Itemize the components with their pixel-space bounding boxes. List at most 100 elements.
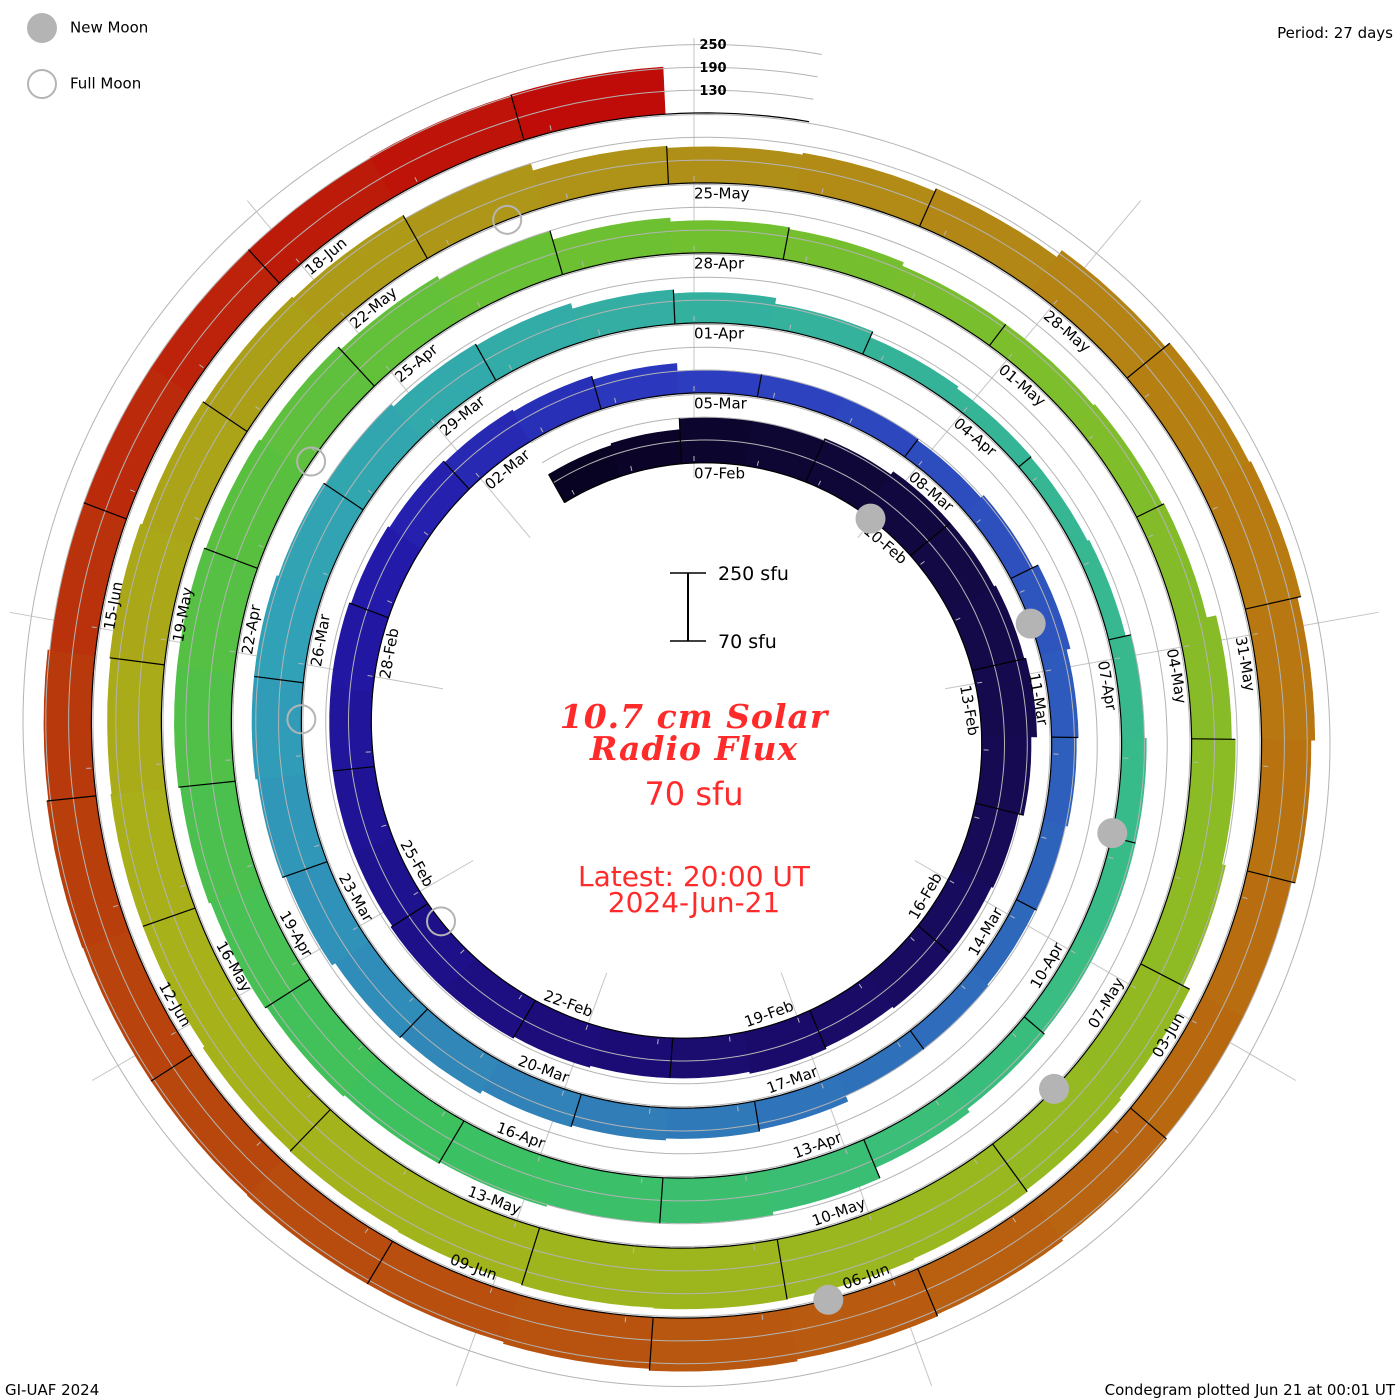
scale-bar: 250 sfu 70 sfu xyxy=(670,563,789,653)
day-tick xyxy=(565,193,568,199)
bar-separator xyxy=(669,1037,674,1078)
flux-bar xyxy=(669,1031,750,1079)
day-tick xyxy=(1053,300,1058,305)
bar-separator xyxy=(390,903,429,928)
day-tick xyxy=(624,1317,627,1323)
bar-separator xyxy=(992,1143,1028,1192)
day-tick xyxy=(797,1017,800,1023)
day-tick xyxy=(513,1222,517,1228)
bar-separator xyxy=(1191,738,1236,740)
bar-separator xyxy=(1126,342,1171,379)
day-tick xyxy=(1041,836,1047,839)
bar-separator xyxy=(909,1030,925,1050)
moon-markers xyxy=(286,204,1128,1315)
day-tick xyxy=(1212,506,1218,510)
day-tick xyxy=(974,816,980,819)
day-tick xyxy=(409,997,414,1002)
flux-bar xyxy=(532,145,669,208)
bar-separator xyxy=(1108,634,1132,641)
bar-separator xyxy=(142,907,196,927)
bar-separator xyxy=(323,482,364,511)
flux-bar xyxy=(475,303,583,381)
bar-separator xyxy=(332,765,375,772)
flux-bar xyxy=(862,337,959,402)
day-tick xyxy=(475,472,480,478)
new-moon-icon xyxy=(1015,608,1046,639)
day-tick xyxy=(976,519,981,523)
day-tick xyxy=(322,572,328,576)
day-tick xyxy=(892,1280,896,1286)
bar-separator xyxy=(971,657,1026,672)
bar-separator xyxy=(672,289,676,324)
day-tick xyxy=(849,418,853,423)
flux-bar xyxy=(174,666,236,788)
day-tick xyxy=(561,1090,565,1096)
day-tick xyxy=(974,1159,978,1164)
flux-bar xyxy=(1018,456,1088,549)
day-tick xyxy=(413,891,419,896)
bar-separator xyxy=(1023,1016,1045,1035)
day-tick xyxy=(1032,477,1038,482)
day-tick xyxy=(540,427,544,433)
day-tick xyxy=(367,674,373,677)
day-tick xyxy=(920,560,925,565)
day-tick xyxy=(364,1228,369,1234)
day-tick xyxy=(1131,985,1137,989)
flux-bar xyxy=(1015,819,1066,911)
bar-separator xyxy=(904,438,919,458)
flux-bar xyxy=(513,375,602,443)
day-tick xyxy=(817,480,822,486)
day-tick xyxy=(632,1247,635,1253)
day-tick xyxy=(1108,856,1114,860)
day-tick xyxy=(761,1314,764,1320)
day-tick xyxy=(880,355,884,361)
day-tick xyxy=(480,1053,484,1058)
bar-separator xyxy=(809,1010,827,1050)
bar-separator xyxy=(1016,899,1037,911)
bar-separator xyxy=(402,215,428,259)
flux-bar xyxy=(795,152,936,227)
day-tick xyxy=(1070,950,1076,954)
flux-bar xyxy=(653,1239,788,1310)
day-tick xyxy=(414,177,418,183)
day-tick xyxy=(247,864,253,868)
new-moon-icon xyxy=(855,503,886,534)
day-tick xyxy=(352,926,358,931)
period-label: Period: 27 days xyxy=(1277,24,1393,42)
bar-separator xyxy=(83,502,127,520)
bar-separator xyxy=(659,1177,664,1224)
day-tick xyxy=(745,1175,747,1181)
bar-separator xyxy=(1245,596,1302,610)
flux-bar xyxy=(329,685,375,772)
day-tick xyxy=(910,937,915,942)
flux-bar xyxy=(552,217,673,275)
day-tick xyxy=(1008,353,1013,359)
bar-separator xyxy=(753,1101,761,1132)
bar-separator xyxy=(549,230,564,275)
level-guides xyxy=(22,43,1331,1388)
day-tick xyxy=(821,188,824,194)
day-tick xyxy=(821,1083,824,1089)
day-tick xyxy=(311,447,316,452)
day-tick xyxy=(1242,896,1248,900)
full-moon-icon xyxy=(286,704,317,735)
day-tick xyxy=(1046,669,1052,672)
day-tick xyxy=(657,1039,659,1045)
bar-separator xyxy=(282,861,328,878)
day-tick xyxy=(753,1245,755,1251)
flux-bar xyxy=(950,1016,1045,1110)
new-moon-icon xyxy=(1039,1073,1070,1104)
bar-separator xyxy=(202,401,248,433)
day-tick xyxy=(1010,915,1015,919)
day-tick xyxy=(423,531,429,536)
day-tick xyxy=(381,824,387,828)
flux-bar xyxy=(1072,404,1163,518)
scale-bar-top-label: 250 sfu xyxy=(718,563,789,585)
day-tick xyxy=(585,1024,589,1031)
guide-spiral-190 xyxy=(45,66,1308,1365)
day-tick xyxy=(756,460,759,466)
flux-bar xyxy=(833,397,919,458)
day-tick xyxy=(537,1156,541,1162)
full-moon-icon xyxy=(296,446,327,477)
